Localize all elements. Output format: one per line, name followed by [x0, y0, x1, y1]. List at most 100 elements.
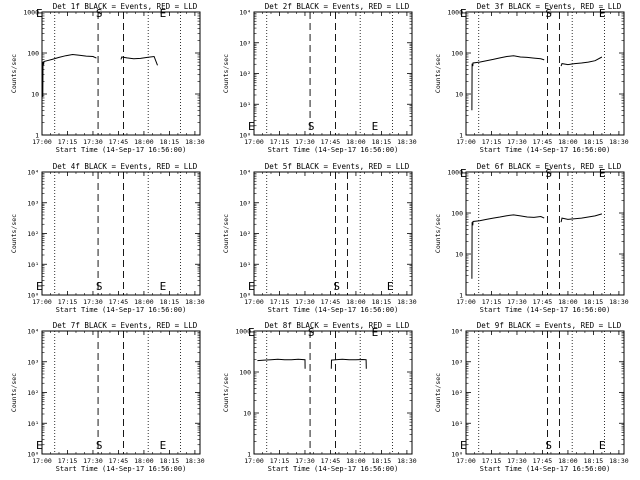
x-axis-label: Start Time (14-Sep-17 16:56:00)	[268, 146, 399, 154]
y-tick-label: 1000	[235, 328, 251, 336]
x-tick-label: 17:00	[32, 138, 52, 146]
x-tick-label: 18:30	[397, 457, 417, 465]
marker-s-label: S	[96, 439, 103, 452]
y-tick-label: 1	[459, 292, 463, 300]
event-rate-series-1	[471, 214, 545, 279]
x-tick-label: 18:00	[134, 138, 154, 146]
event-rate-series-1	[42, 53, 97, 97]
plot-frame	[465, 11, 625, 136]
x-tick-label: 17:45	[321, 138, 341, 146]
plot-frame	[253, 330, 413, 455]
marker-e-label: E	[248, 120, 255, 133]
y-tick-label: 10⁴	[239, 169, 251, 177]
x-tick-label: 17:45	[533, 298, 553, 306]
x-tick-label: 18:00	[134, 457, 154, 465]
x-tick-label: 18:15	[160, 457, 180, 465]
detector-panel-4: Det 4f BLACK = Events, RED = LLD 17:00 17:…	[10, 162, 205, 314]
detector-panel-8: Det 8f BLACK = Events, RED = LLD 17:00 17:…	[222, 321, 417, 473]
x-axis-label: Start Time (14-Sep-17 16:56:00)	[480, 306, 611, 314]
y-tick-label: 10¹	[27, 261, 39, 269]
y-tick-label: 10	[31, 91, 39, 99]
y-tick-label: 10⁴	[27, 169, 39, 177]
y-tick-label: 10³	[27, 358, 39, 366]
x-axis-label: Start Time (14-Sep-17 16:56:00)	[480, 465, 611, 473]
detector-panel-7: Det 7f BLACK = Events, RED = LLD 17:00 17:…	[10, 321, 205, 473]
event-rate-series-2	[330, 358, 367, 369]
x-tick-label: 17:30	[507, 457, 527, 465]
x-tick-label: 18:30	[185, 138, 205, 146]
marker-s-label: S	[96, 7, 103, 20]
y-axis-label: Counts/sec	[10, 54, 18, 93]
x-tick-label: 17:00	[32, 457, 52, 465]
x-tick-label: 18:15	[372, 457, 392, 465]
y-tick-label: 10⁰	[239, 132, 251, 140]
y-tick-label: 100	[27, 50, 39, 58]
plot-frame	[41, 171, 201, 296]
marker-e-label: E	[387, 280, 394, 293]
x-tick-label: 17:00	[244, 138, 264, 146]
panel-title: Det 3f BLACK = Events, RED = LLD	[477, 2, 622, 11]
marker-s-label: S	[545, 7, 552, 20]
y-tick-label: 10¹	[451, 420, 463, 428]
y-tick-label: 1	[35, 132, 39, 140]
y-tick-label: 10³	[239, 199, 251, 207]
x-axis-label: Start Time (14-Sep-17 16:56:00)	[56, 306, 187, 314]
y-tick-label: 10⁴	[27, 328, 39, 336]
event-rate-series-1	[471, 55, 545, 111]
marker-e-label: E	[599, 439, 606, 452]
x-tick-label: 17:45	[109, 138, 129, 146]
y-tick-label: 10⁴	[239, 9, 251, 17]
panel-title: Det 5f BLACK = Events, RED = LLD	[265, 162, 410, 171]
x-tick-label: 18:00	[558, 298, 578, 306]
y-tick-label: 1	[459, 132, 463, 140]
detector-panel-9: Det 9f BLACK = Events, RED = LLD 17:00 17:…	[434, 321, 629, 473]
marker-e-label: E	[372, 120, 379, 133]
x-tick-label: 17:00	[244, 298, 264, 306]
x-tick-label: 18:00	[558, 457, 578, 465]
x-tick-label: 17:00	[456, 138, 476, 146]
marker-s-label: S	[308, 326, 315, 339]
x-tick-label: 18:30	[397, 138, 417, 146]
y-axis-label: Counts/sec	[222, 54, 230, 93]
x-tick-label: 17:45	[109, 298, 129, 306]
y-tick-label: 10²	[239, 230, 251, 238]
x-tick-label: 17:30	[83, 457, 103, 465]
x-tick-label: 18:30	[609, 298, 629, 306]
detector-panel-3: Det 3f BLACK = Events, RED = LLD 17:00 17:…	[434, 2, 629, 154]
y-tick-label: 10	[455, 91, 463, 99]
x-tick-label: 17:15	[482, 138, 502, 146]
x-axis-label: Start Time (14-Sep-17 16:56:00)	[268, 465, 399, 473]
y-tick-label: 10⁰	[451, 451, 463, 459]
x-tick-label: 17:30	[295, 298, 315, 306]
y-tick-label: 10³	[451, 358, 463, 366]
x-tick-label: 17:30	[507, 298, 527, 306]
y-axis-label: Counts/sec	[434, 54, 442, 93]
x-tick-label: 17:30	[295, 138, 315, 146]
x-tick-label: 18:30	[609, 457, 629, 465]
x-tick-label: 18:15	[372, 298, 392, 306]
x-tick-label: 17:15	[58, 138, 78, 146]
plot-frame	[465, 171, 625, 296]
plot-frame	[41, 330, 201, 455]
y-tick-label: 100	[451, 50, 463, 58]
x-tick-label: 18:00	[134, 298, 154, 306]
y-axis-label: Counts/sec	[222, 214, 230, 253]
y-tick-label: 10³	[27, 199, 39, 207]
detector-panel-1: Det 1f BLACK = Events, RED = LLD 17:00 17:…	[10, 2, 205, 154]
y-tick-label: 10²	[27, 230, 39, 238]
x-tick-label: 18:15	[584, 457, 604, 465]
x-tick-label: 17:30	[83, 138, 103, 146]
x-tick-label: 17:15	[270, 138, 290, 146]
x-tick-label: 17:00	[456, 298, 476, 306]
marker-e-label: E	[36, 280, 43, 293]
x-tick-label: 18:00	[346, 298, 366, 306]
y-tick-label: 10	[243, 410, 251, 418]
marker-s-label: S	[545, 439, 552, 452]
y-tick-label: 10²	[27, 389, 39, 397]
x-tick-label: 17:15	[482, 298, 502, 306]
x-axis-label: Start Time (14-Sep-17 16:56:00)	[56, 146, 187, 154]
event-rate-series-1	[257, 358, 306, 369]
x-tick-label: 18:30	[185, 298, 205, 306]
y-axis-label: Counts/sec	[10, 373, 18, 412]
